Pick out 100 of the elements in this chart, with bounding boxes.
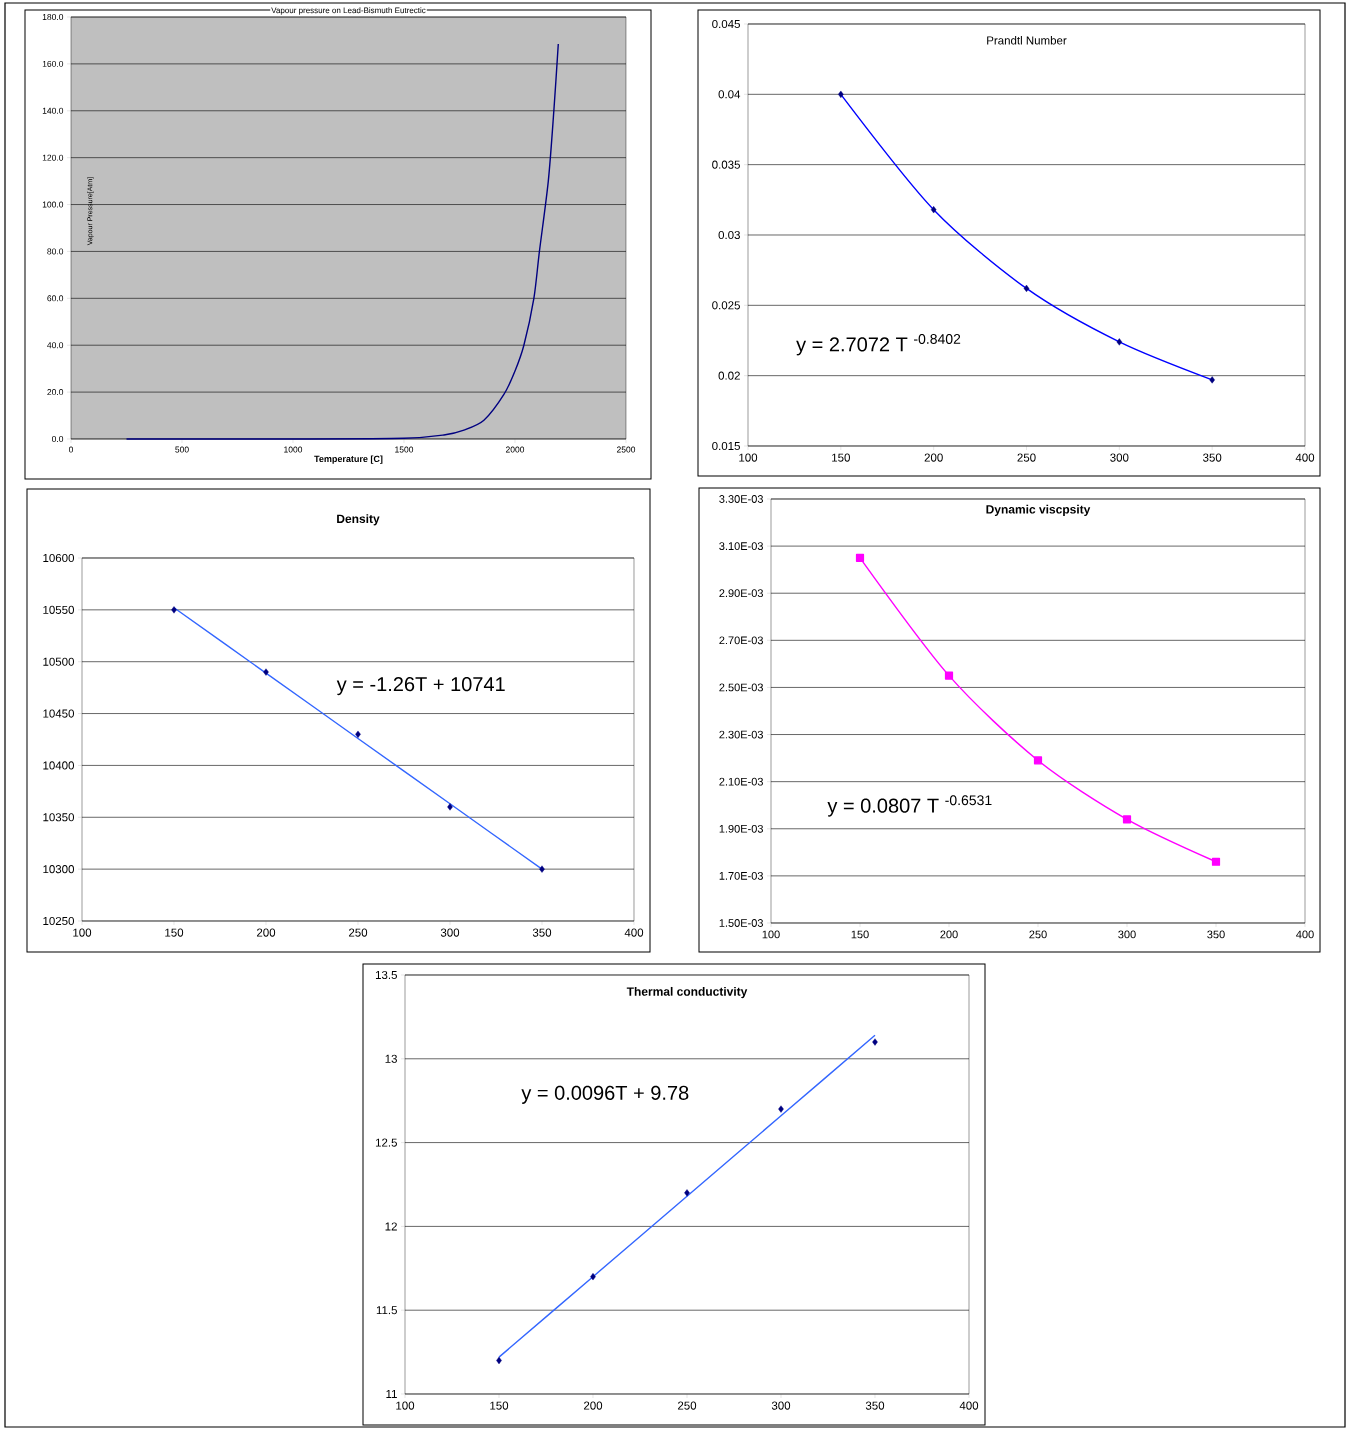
x-tick-label: 250 (677, 1401, 697, 1410)
line-series (125, 43, 559, 440)
y-tick-label: 0.03 (718, 230, 740, 240)
y-tick-label: 11.5 (376, 1306, 397, 1315)
x-tick-label: 500 (175, 446, 189, 453)
x-tick-label: 150 (851, 930, 869, 939)
x-tick-label: 150 (490, 1401, 509, 1410)
x-tick-label: 150 (832, 453, 850, 462)
point (539, 865, 545, 873)
y-tick-label: 0.015 (712, 441, 740, 451)
y-tick-label: 10500 (43, 657, 75, 666)
x-tick-label: 1000 (284, 446, 303, 453)
x-tick-label: 350 (532, 928, 552, 937)
annotation: y = 0.0096T + 9.78 (521, 1085, 689, 1104)
x-tick-label: 100 (762, 930, 780, 939)
point (930, 206, 937, 214)
x-tick-label: 100 (396, 1401, 415, 1410)
y-tick-label: 80.0 (47, 248, 64, 255)
chart-title: Vapour pressure on Lead-Bismuth Eutrectic (271, 7, 426, 15)
x-tick-label: 250 (1017, 453, 1036, 462)
y-tick-label: 10450 (43, 709, 75, 718)
point (447, 803, 453, 811)
y-tick-label: 12.5 (375, 1138, 397, 1147)
x-tick-label: 350 (1207, 930, 1225, 939)
point (1033, 756, 1043, 765)
y-tick-label: 1.70E-03 (719, 872, 763, 880)
y-tick-label: 1.50E-03 (719, 919, 763, 927)
y-tick-label: 13 (385, 1054, 397, 1063)
y-tick-label: 10550 (43, 605, 75, 614)
x-tick-label: 400 (1295, 453, 1315, 462)
point (1122, 815, 1132, 824)
x-tick-label: 0 (68, 446, 74, 453)
x-tick-label: 2500 (616, 446, 636, 453)
y-tick-label: 10250 (43, 916, 75, 926)
y-tick-label: 2.30E-03 (719, 730, 763, 739)
x-tick-label: 400 (959, 1401, 979, 1410)
y-tick-label: 1.90E-03 (719, 824, 763, 833)
y-tick-label: 0.045 (712, 19, 740, 29)
x-tick-label: 100 (739, 453, 758, 462)
point (1209, 376, 1215, 384)
x-tick-label: 250 (348, 928, 368, 937)
point (1116, 338, 1123, 346)
x-tick-label: 400 (624, 928, 644, 937)
y-tick-label: 0.035 (712, 160, 740, 169)
x-tick-label: 2000 (505, 446, 525, 453)
y-tick-label: 120.0 (42, 154, 64, 161)
point (684, 1189, 690, 1197)
x-tick-label: 300 (771, 1401, 791, 1410)
x-tick-label: 150 (165, 928, 184, 937)
point (872, 1038, 878, 1046)
point (838, 90, 844, 98)
chart-title: Density (337, 514, 380, 526)
annotation: y = 2.7072 T $^{-0.8402}$ (796, 333, 961, 356)
x-tick-label: 1500 (395, 446, 414, 453)
x-axis-title: Temperature [C] (314, 455, 383, 464)
y-tick-label: 3.10E-03 (719, 542, 763, 550)
y-tick-label: 11 (386, 1390, 397, 1398)
x-tick-label: 200 (256, 928, 276, 937)
point (778, 1105, 784, 1113)
y-tick-label: 0.04 (718, 90, 741, 99)
y-tick-label: 12 (385, 1222, 397, 1231)
y-tick-label: 160.0 (42, 60, 64, 67)
text: Thermal conductivity (626, 986, 748, 999)
y-tick-label: 60.0 (47, 295, 64, 302)
text: Prandtl Number (987, 36, 1067, 45)
y-tick-label: 40.0 (47, 342, 64, 349)
x-tick-label: 200 (940, 930, 958, 939)
x-tick-label: 100 (73, 928, 92, 937)
y-tick-label: 10400 (43, 761, 75, 770)
y-tick-label: 10300 (43, 865, 75, 874)
point (855, 553, 865, 562)
y-tick-label: 2.90E-03 (719, 589, 763, 598)
y-tick-label: 3.30E-03 (719, 495, 763, 503)
x-tick-label: 250 (1029, 930, 1047, 939)
x-tick-label: 200 (583, 1401, 603, 1410)
y-tick-label: 0.025 (712, 301, 740, 310)
point (590, 1273, 596, 1281)
point (944, 671, 954, 680)
x-tick-label: 200 (924, 453, 943, 462)
point (1023, 284, 1030, 293)
point (263, 668, 269, 676)
point (1211, 857, 1221, 866)
y-tick-label: 180.0 (42, 13, 64, 20)
y-tick-label: 20.0 (47, 389, 64, 396)
point (171, 606, 177, 614)
chart-title: Dynamic viscpsity (986, 504, 1091, 516)
y-tick-label: 13.5 (375, 970, 397, 980)
y-tick-label: 100.0 (42, 201, 64, 208)
point (355, 730, 361, 738)
x-tick-label: 350 (1203, 453, 1222, 462)
y-tick-label: 2.70E-03 (719, 636, 763, 645)
y-tick-label: 10350 (43, 813, 75, 822)
y-tick-label: 140.0 (42, 107, 64, 114)
y-tick-label: 2.50E-03 (719, 683, 763, 692)
y-tick-label: 10600 (43, 553, 75, 563)
annotation: y = 0.0807 T $^{-0.6531}$ (827, 795, 992, 817)
y-tick-label: 2.10E-03 (719, 777, 763, 786)
x-tick-label: 300 (1110, 453, 1129, 462)
annotation: y = -1.26T + 10741 (336, 677, 505, 696)
y-tick-label: 0.02 (718, 371, 740, 380)
